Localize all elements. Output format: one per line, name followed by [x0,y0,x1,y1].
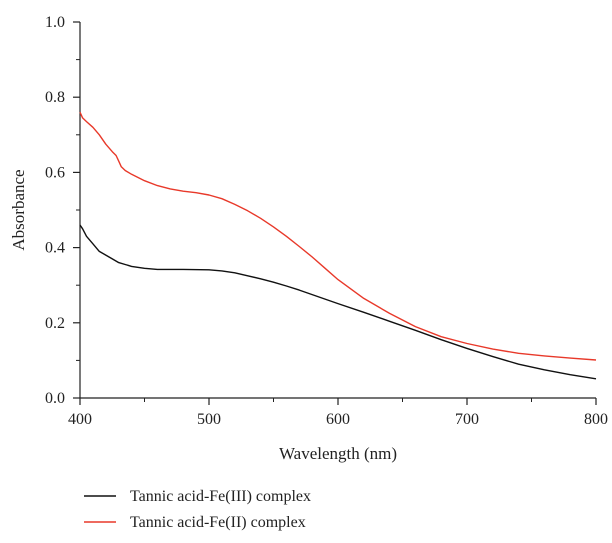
x-axis-label: Wavelength (nm) [279,444,397,463]
x-tick-label: 700 [455,411,479,428]
y-tick-label: 0.6 [45,164,65,181]
y-tick-label: 0.0 [45,390,65,407]
series-line-1 [79,224,597,380]
legend-label: Tannic acid-Fe(III) complex [130,488,311,505]
y-axis-label: Absorbance [9,169,28,250]
legend-label: Tannic acid-Fe(II) complex [130,514,306,531]
ticks: 400 500 600 700 800 0.0 0.2 0.4 0.6 0.8 1.0 [45,14,608,428]
x-tick-label: 800 [584,411,608,428]
y-tick-label: 1.0 [45,14,65,31]
x-tick-label: 600 [326,411,350,428]
y-tick-label: 0.8 [45,89,65,106]
x-tick-label: 400 [68,411,92,428]
legend-item-2: Tannic acid-Fe(II) complex [84,514,306,531]
series-layer [79,111,597,380]
y-tick-label: 0.4 [45,240,65,257]
series-line-2 [79,111,597,361]
legend: Tannic acid-Fe(III) complex Tannic acid-F… [84,488,311,531]
legend-item-1: Tannic acid-Fe(III) complex [84,488,311,505]
axes [79,22,596,399]
x-tick-label: 500 [197,411,221,428]
y-tick-label: 0.2 [45,315,65,332]
